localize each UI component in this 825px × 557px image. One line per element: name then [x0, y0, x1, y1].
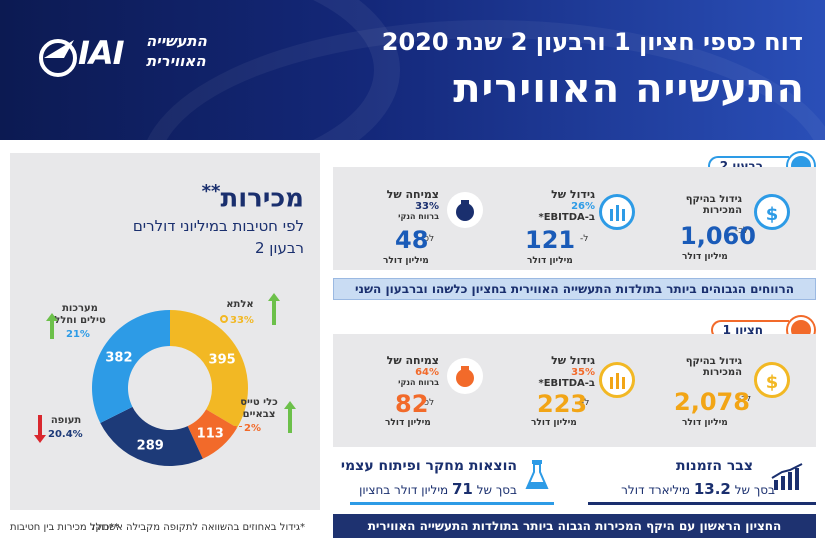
footnote-growth: *גידול באחוזים בהשוואה לתקופה מקבילה אשת…: [89, 522, 305, 533]
sales-subtitle: לפי חטיבות במיליוני דולרים: [132, 217, 304, 235]
money-bag-icon: [447, 358, 483, 394]
trend-up-arrow-icon: [46, 313, 58, 321]
donut-value-label: 289: [137, 439, 164, 454]
kpi-h1-sales: $ גידול בהיקף המכירות לכ- 2,078 מיליון דו…: [660, 340, 810, 440]
segment-label-elta: אלתא: [226, 299, 254, 310]
kpi-unit: מיליון דולר: [531, 418, 577, 428]
kpi-prefix: לכ-: [738, 394, 752, 404]
kpi-h1-ebitda: גידול של 35% ב-EBITDA* ל- 223 מיליון דולר: [515, 340, 665, 440]
bar-chart-growth-icon: [771, 463, 803, 490]
kpi-unit: מיליון דולר: [383, 256, 429, 266]
kpi-prefix: ל-: [580, 234, 589, 244]
rnd-title: הוצאות מחקר ופיתוח עצמי: [340, 458, 517, 474]
kpi-h1-net-profit: צמיחה של 64% ברווח הנקי לכ- 82 מיליון דולר: [375, 340, 525, 440]
trend-down-arrow-icon: [38, 415, 42, 435]
kpi-label: גידול בהיקף המכירות: [685, 194, 742, 216]
logo-name-line2: האווירית: [146, 52, 206, 70]
kpi-label: גידול של 35% ב-EBITDA*: [538, 354, 595, 389]
logo-name-line1: התעשייה: [146, 32, 207, 50]
money-bag-icon: [447, 192, 483, 228]
kpi-unit: מיליון דולר: [385, 418, 431, 428]
trend-up-arrow-icon: [268, 293, 280, 301]
donut-value-label: 382: [105, 350, 132, 365]
h1-panel: [333, 334, 816, 447]
kpi-unit: מיליון דולר: [682, 252, 728, 262]
trend-down-arrow-icon: [34, 435, 46, 443]
trend-up-arrow-icon: [288, 407, 292, 433]
iai-logo: IAI התעשייה האווירית: [38, 28, 218, 88]
connector-line: [218, 426, 242, 427]
kpi-value: 82: [395, 390, 429, 418]
segment-label-military-aircraft: כלי טייס צבאיים: [240, 397, 278, 420]
company-title: התעשייה האווירית: [453, 66, 805, 112]
trend-up-arrow-icon: [50, 319, 54, 339]
segment-label-aviation: תעופה: [50, 415, 82, 426]
dollar-icon: $: [754, 362, 790, 398]
kpi-value: 1,060: [680, 222, 756, 250]
kpi-label: צמיחה של 33% ברווח הנקי: [386, 188, 439, 221]
logo-emblem-icon: [39, 39, 77, 77]
donut-slice: [100, 406, 203, 466]
flask-icon: [525, 460, 549, 489]
kpi-unit: מיליון דולר: [527, 256, 573, 266]
kpi-prefix: לכ-: [735, 226, 749, 236]
segment-pct-aviation: 20.4%: [48, 429, 83, 440]
footnote-intersegment: **כולל מכירות בין חטיבות: [10, 522, 120, 533]
kpi-prefix: לכ-: [421, 234, 435, 244]
trend-up-arrow-icon: [284, 401, 296, 409]
donut-value-label: 395: [209, 352, 236, 367]
segment-pct-elta: 33%: [220, 315, 254, 326]
backlog-value-line: בסך של 13.2 מיליארד דולר: [621, 480, 775, 498]
kpi-prefix: לכ-: [421, 398, 435, 408]
logo-mark: IAI: [78, 34, 125, 72]
backlog-title: צבר הזמנות: [675, 458, 753, 474]
segment-pct-missiles-space: 21%: [66, 329, 90, 340]
header-banner: דוח כספי חציון 1 ורבעון 2 שנת 2020 התעשי…: [0, 0, 825, 140]
sales-donut-chart: 395 113 289 382: [92, 310, 248, 466]
sales-panel: מכירות** לפי חטיבות במיליוני דולרים רבעו…: [10, 153, 320, 510]
trend-up-arrow-icon: [272, 299, 276, 325]
bottom-highlight-banner: החציון הראשון עם היקף המכירות הגבוה ביות…: [333, 514, 816, 538]
kpi-label: צמיחה של 64% ברווח הנקי: [386, 354, 439, 387]
kpi-value: 48: [395, 226, 429, 254]
divider-line: [588, 502, 816, 505]
q2-panel: [333, 167, 816, 270]
segment-pct-military-aircraft: 2%: [244, 423, 261, 434]
kpi-value: 121: [525, 226, 576, 254]
donut-slice: [92, 310, 170, 423]
kpi-q2-net-profit: צמיחה של 33% ברווח הנקי לכ- 48 מיליון דולר: [375, 172, 525, 272]
chart-up-icon: [599, 362, 635, 398]
kpi-value: 2,078: [674, 388, 750, 416]
rnd-value-line: בסך של 71 מיליון דולר בחציון: [359, 480, 517, 498]
chart-up-icon: [599, 194, 635, 230]
divider-line: [350, 502, 554, 505]
kpi-prefix: ל-: [581, 398, 590, 408]
kpi-label: גידול של 26% ב-EBITDA*: [538, 188, 595, 223]
donut-slice: [187, 409, 238, 459]
donut-slice: [170, 310, 248, 428]
kpi-label: גידול בהיקף המכירות: [685, 356, 742, 378]
q2-highlight-banner: הרווחים הגבוהים ביותר בתולדות התעשייה הא…: [333, 278, 816, 300]
kpi-value: 223: [537, 390, 588, 418]
sales-title: מכירות**: [201, 181, 304, 214]
sales-period: רבעון 2: [254, 239, 304, 257]
dollar-icon: $: [754, 194, 790, 230]
kpi-unit: מיליון דולר: [682, 418, 728, 428]
segment-label-missiles-space: מערכות טילים וחלל: [54, 303, 106, 326]
kpi-q2-ebitda: גידול של 26% ב-EBITDA* ל- 121 מיליון דולר: [515, 172, 665, 272]
donut-value-label: 113: [197, 426, 224, 441]
report-title: דוח כספי חציון 1 ורבעון 2 שנת 2020: [381, 28, 803, 56]
kpi-q2-sales: $ גידול בהיקף המכירות לכ- 1,060 מיליון דו…: [660, 172, 810, 272]
